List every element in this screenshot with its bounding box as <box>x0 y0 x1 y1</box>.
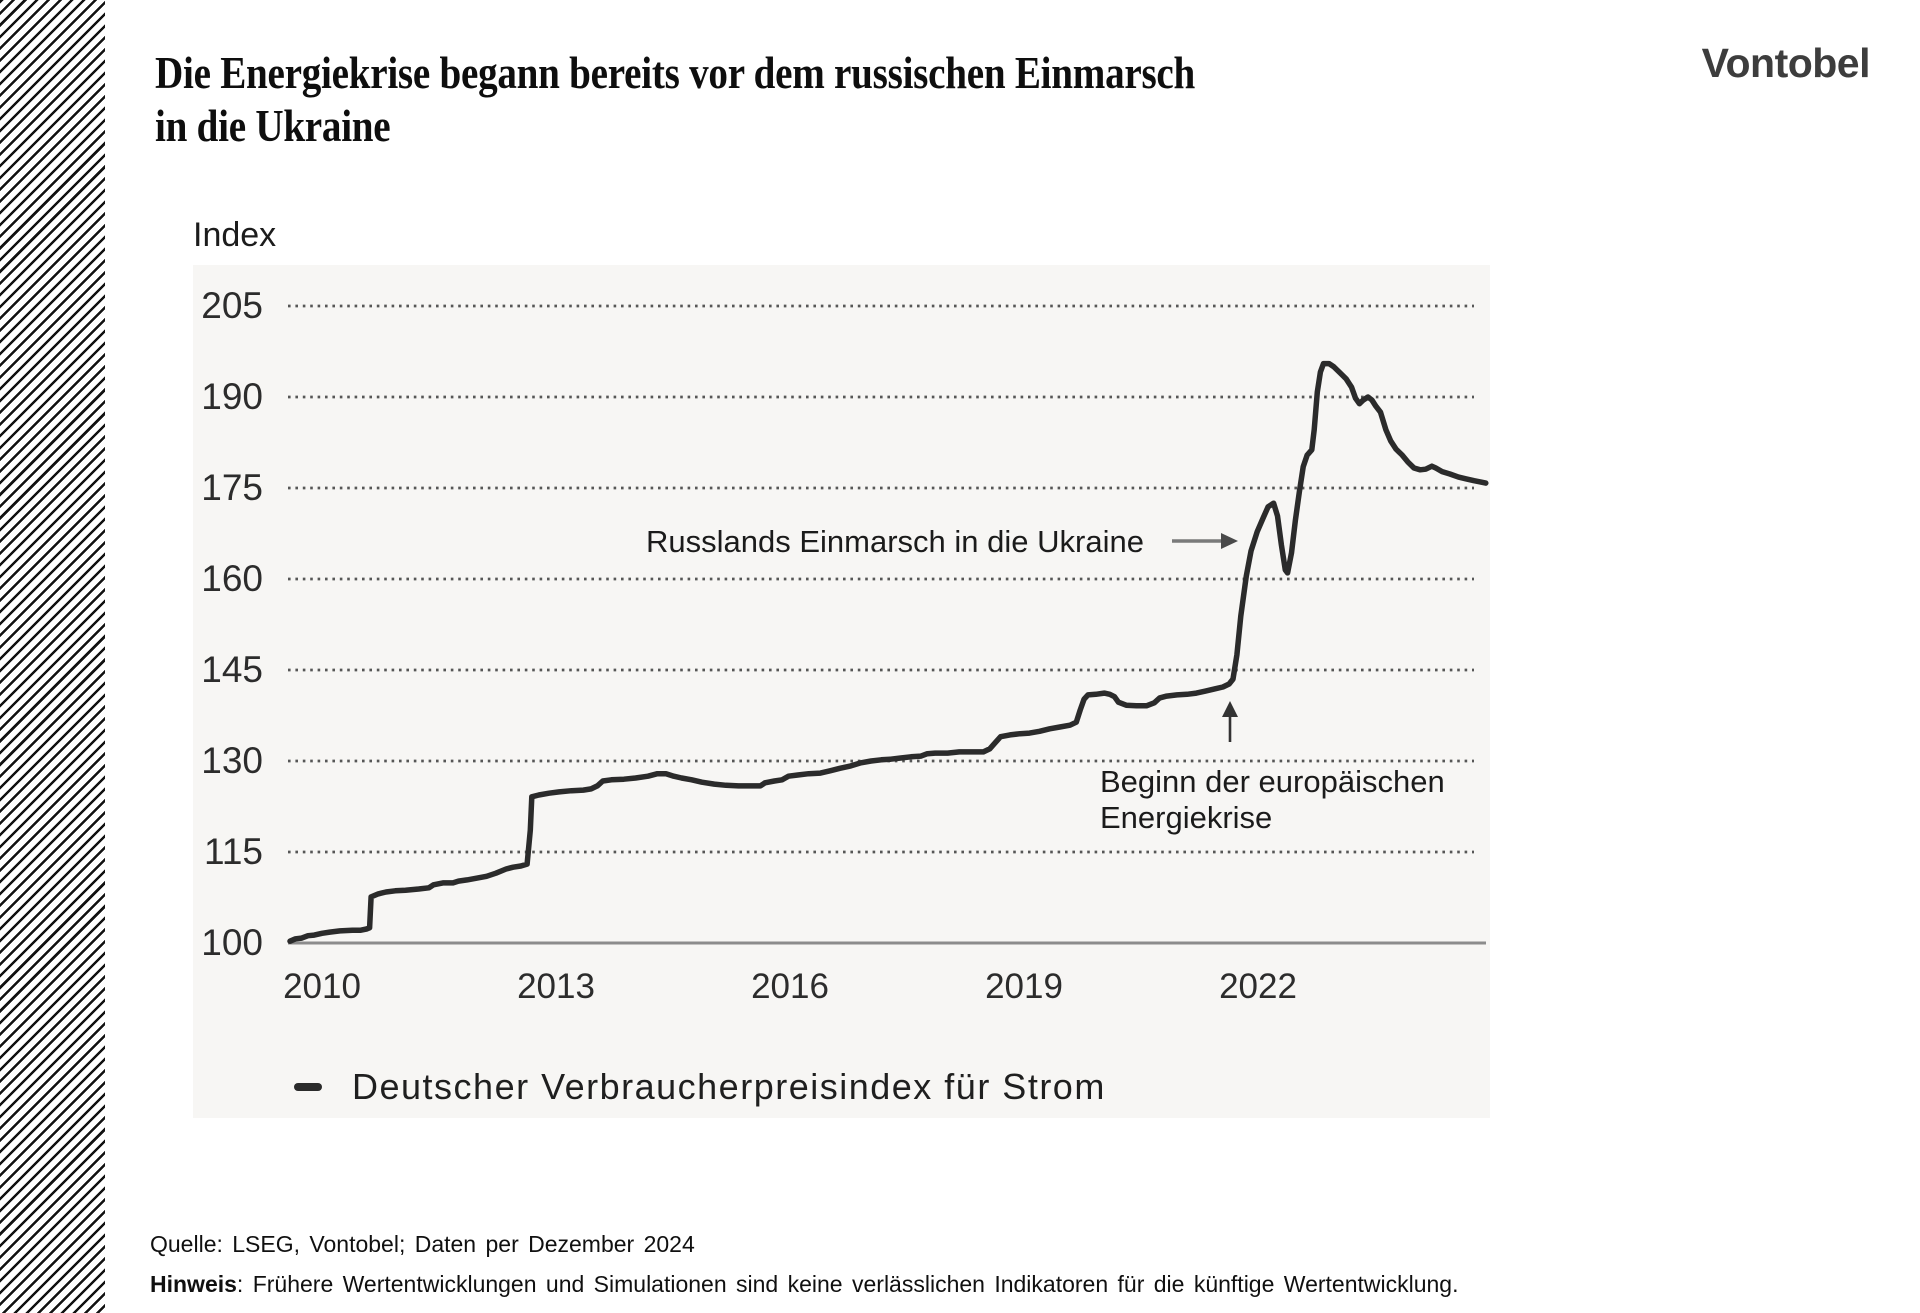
x-tick-label-2022: 2022 <box>1219 967 1297 1006</box>
y-tick-label-100: 100 <box>201 922 263 963</box>
x-tick-label-2016: 2016 <box>751 967 829 1006</box>
annotation-crisis-label-line2: Energiekrise <box>1100 800 1273 835</box>
legend: Deutscher Verbraucherpreisindex für Stro… <box>294 1066 1106 1108</box>
x-tick-label-2013: 2013 <box>517 967 595 1006</box>
legend-line-swatch <box>294 1083 322 1091</box>
y-tick-label-160: 160 <box>201 557 263 599</box>
hatch-stripe <box>0 0 105 1313</box>
page-title-line2: in die Ukraine <box>155 100 391 151</box>
crisis-arrow-icon <box>1222 701 1238 742</box>
source-note: Quelle: LSEG, Vontobel; Daten per Dezemb… <box>150 1231 695 1257</box>
disclaimer-label: Hinweis <box>150 1271 237 1297</box>
legend-label: Deutscher Verbraucherpreisindex für Stro… <box>352 1066 1106 1107</box>
y-axis-title: Index <box>193 216 277 254</box>
disclaimer-text: : Frühere Wertentwicklungen und Simulati… <box>236 1271 1459 1297</box>
page-title-line1: Die Energiekrise begann bereits vor dem … <box>155 47 1196 98</box>
disclaimer-note: Hinweis: Frühere Wertentwicklungen und S… <box>150 1271 1458 1298</box>
vontobel-logo: Vontobel <box>1701 40 1871 86</box>
y-tick-label-205: 205 <box>201 284 263 326</box>
y-tick-label-115: 115 <box>204 830 263 872</box>
x-tick-label-2019: 2019 <box>985 967 1063 1006</box>
annotation-invasion-label: Russlands Einmarsch in die Ukraine <box>646 524 1144 559</box>
annotation-crisis-label-line1: Beginn der europäischen <box>1100 764 1445 799</box>
annotation-crisis-label: Beginn der europäischen Energiekrise <box>1100 764 1445 836</box>
series-layer <box>287 360 1489 944</box>
chart-panel <box>193 265 1490 1118</box>
y-tick-label-130: 130 <box>201 739 263 781</box>
invasion-arrow-icon <box>1172 533 1238 549</box>
y-tick-label-145: 145 <box>201 648 263 690</box>
page-title: Die Energiekrise begann bereits vor dem … <box>155 46 1195 152</box>
x-tick-label-2010: 2010 <box>283 967 361 1006</box>
y-tick-label-190: 190 <box>201 375 263 417</box>
series-line <box>287 360 1489 944</box>
y-tick-label-175: 175 <box>201 466 263 508</box>
gridline-layer <box>288 304 1486 945</box>
